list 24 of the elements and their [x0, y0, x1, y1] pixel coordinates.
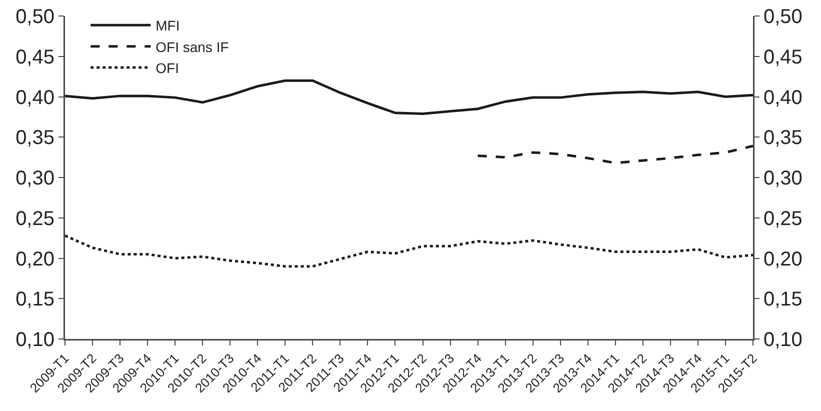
- y-tick-label: 0,25: [16, 208, 54, 230]
- y2-tick-label: 0,15: [764, 288, 802, 311]
- legend-label: OFI: [156, 60, 179, 76]
- y-tick-label: 0,30: [16, 168, 54, 190]
- y2-tick-label: 0,25: [764, 208, 802, 230]
- legend-label: MFI: [156, 18, 180, 34]
- line-series: [65, 234, 753, 268]
- line-series: [476, 144, 753, 164]
- y-tick-label: 0,50: [16, 6, 54, 28]
- y2-tick-label: 0,45: [764, 46, 802, 68]
- y-tick-label: 0,20: [16, 248, 54, 270]
- y-tick-label: 0,45: [16, 46, 54, 68]
- y2-tick-label: 0,40: [764, 86, 802, 109]
- legend-label: OFI sans IF: [156, 38, 229, 55]
- y-tick-label: 0,15: [16, 288, 54, 311]
- y2-tick-label: 0,20: [764, 248, 802, 270]
- line-series: [65, 79, 753, 115]
- y2-tick-label: 0,30: [764, 168, 802, 190]
- y2-tick-label: 0,35: [764, 127, 802, 150]
- y-tick-label: 0,40: [16, 86, 54, 109]
- y2-tick-label: 0,10: [764, 329, 802, 351]
- y-tick-label: 0,35: [16, 127, 54, 150]
- y-tick-label: 0,10: [16, 329, 54, 351]
- y2-tick-label: 0,50: [764, 6, 802, 28]
